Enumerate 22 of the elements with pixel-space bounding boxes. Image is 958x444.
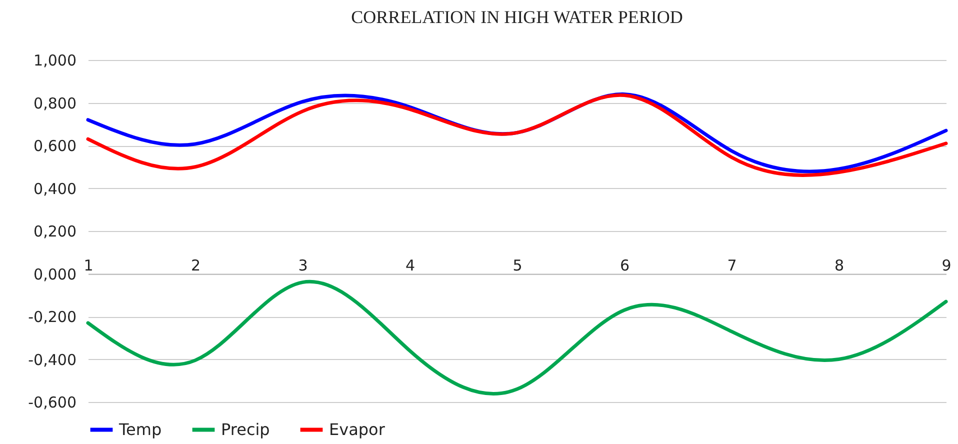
chart-title: CORRELATION IN HIGH WATER PERIOD: [351, 7, 683, 27]
y-tick-label: 0,400: [34, 180, 76, 198]
legend-label: Evapor: [329, 420, 386, 439]
x-tick-label: 8: [834, 256, 844, 274]
x-tick-label: 2: [190, 256, 201, 274]
y-tick-label: 0,600: [34, 137, 76, 155]
x-tick-label: 4: [405, 256, 416, 274]
x-tick-label: 1: [84, 256, 94, 274]
y-tick-label: 0,200: [34, 222, 76, 240]
y-tick-label: -0,400: [28, 350, 76, 369]
x-tick-label: 7: [727, 256, 737, 274]
y-tick-label: -0,200: [28, 308, 76, 326]
y-tick-label: -0,600: [28, 394, 76, 412]
x-tick-label: 5: [512, 256, 522, 274]
y-tick-label: 1,000: [34, 52, 76, 70]
y-tick-label: 0,000: [34, 265, 76, 284]
x-tick-label: 3: [298, 256, 308, 274]
legend-label: Temp: [118, 420, 162, 439]
y-tick-label: 0,800: [34, 94, 76, 112]
x-tick-label: 9: [942, 256, 952, 274]
x-tick-label: 6: [620, 256, 630, 274]
legend-label: Precip: [221, 420, 270, 439]
